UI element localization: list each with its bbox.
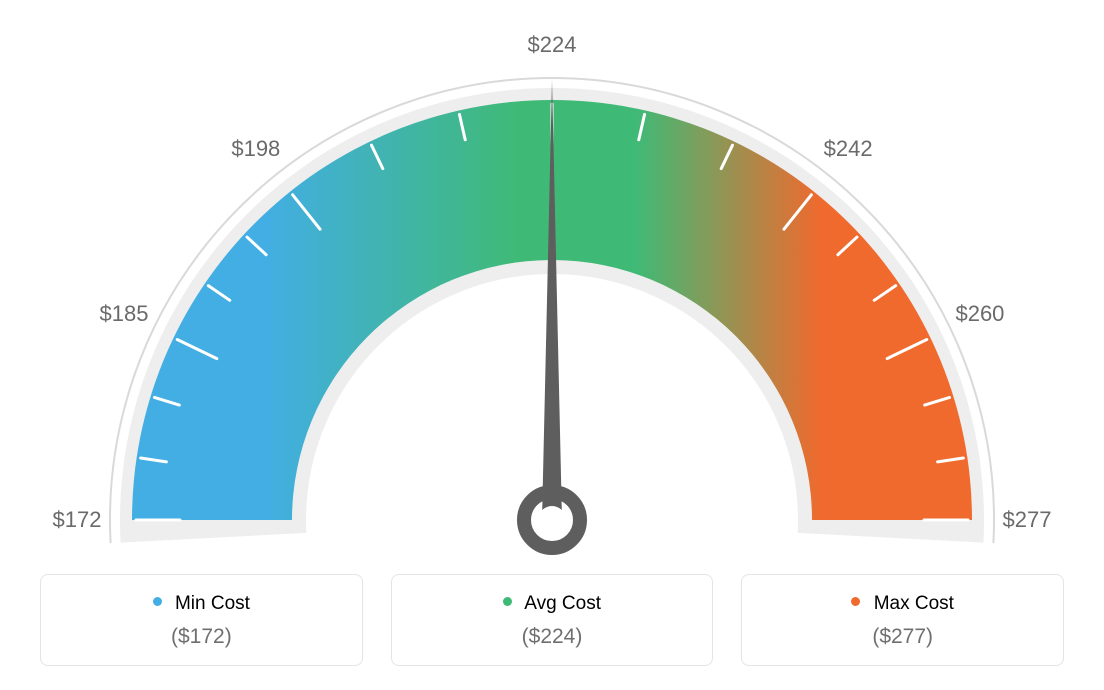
dot-icon	[851, 597, 860, 606]
legend-card-min: Min Cost ($172)	[40, 574, 363, 666]
gauge-tick-label: $277	[1003, 507, 1052, 533]
gauge-chart: $172 $185 $198 $224 $242 $260 $277	[0, 0, 1104, 560]
legend-title-text: Max Cost	[874, 593, 954, 614]
gauge-tick-label: $198	[231, 136, 280, 162]
dot-icon	[153, 597, 162, 606]
legend-card-max: Max Cost ($277)	[741, 574, 1064, 666]
gauge-svg	[0, 0, 1104, 560]
gauge-tick-label: $224	[528, 32, 577, 58]
gauge-tick-label: $185	[100, 301, 149, 327]
legend-title-max: Max Cost	[752, 593, 1053, 615]
legend-card-avg: Avg Cost ($224)	[391, 574, 714, 666]
dot-icon	[503, 597, 512, 606]
legend-value-avg: ($224)	[402, 625, 703, 649]
legend-row: Min Cost ($172) Avg Cost ($224) Max Cost…	[40, 574, 1064, 666]
legend-title-text: Avg Cost	[524, 593, 601, 614]
legend-value-min: ($172)	[51, 625, 352, 649]
legend-title-avg: Avg Cost	[402, 593, 703, 615]
gauge-tick-label: $172	[53, 507, 102, 533]
legend-value-max: ($277)	[752, 625, 1053, 649]
gauge-tick-label: $260	[955, 301, 1004, 327]
legend-title-text: Min Cost	[175, 593, 250, 614]
gauge-tick-label: $242	[824, 136, 873, 162]
legend-title-min: Min Cost	[51, 593, 352, 615]
